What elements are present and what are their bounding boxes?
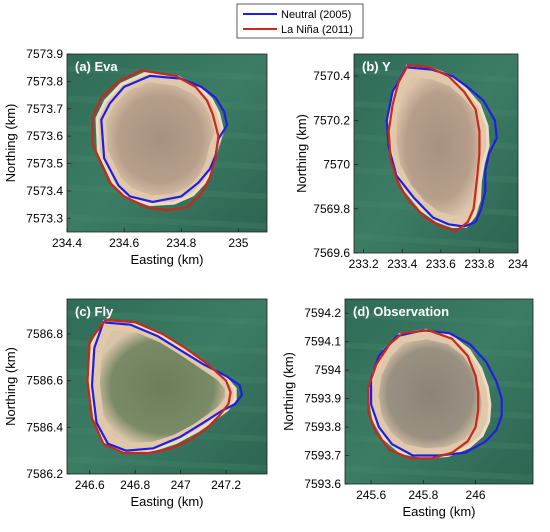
water-texture xyxy=(66,456,268,472)
series-line-neutral xyxy=(370,329,503,457)
x-tick-label: 235 xyxy=(228,236,248,250)
y-tick-label: 7569.6 xyxy=(313,246,350,260)
y-tick-label: 7593.8 xyxy=(304,420,341,434)
x-tick-label: 234 xyxy=(508,257,528,271)
legend-box xyxy=(236,3,364,39)
x-tick-label: 234.4 xyxy=(52,236,82,250)
y-tick-label: 7573.3 xyxy=(26,211,63,225)
axes-frame xyxy=(353,53,519,254)
axes-frame xyxy=(66,298,268,475)
panel-3: (c) Fly 246.6 246.8 247 247.2 7586.2 7586.4 758… xyxy=(3,298,268,509)
y-tick-label: 7570.2 xyxy=(313,113,350,127)
y-tick-label: 7593.6 xyxy=(304,477,341,491)
series-line-lanina xyxy=(86,318,232,455)
y-axis-label: Northing (km) xyxy=(3,347,18,426)
x-axis-label: Easting (km) xyxy=(131,494,204,509)
panel-title: (b) Y xyxy=(362,59,391,74)
island-interior xyxy=(106,82,215,196)
x-tick-label: 245.8 xyxy=(408,488,438,502)
island-interior xyxy=(99,330,225,443)
x-tick-label: 246.6 xyxy=(75,478,105,492)
water-texture xyxy=(66,214,268,230)
x-tick-label: 233.4 xyxy=(387,257,417,271)
y-tick-label: 7573.4 xyxy=(26,184,63,198)
water-texture xyxy=(66,310,268,326)
y-tick-label: 7593.9 xyxy=(304,392,341,406)
x-tick-label: 233.6 xyxy=(426,257,456,271)
x-tick-label: 247.2 xyxy=(211,478,241,492)
island-interior xyxy=(378,339,482,449)
x-tick-label: 234.8 xyxy=(166,236,196,250)
legend: Neutral (2005) La Niña (2011) xyxy=(236,3,364,39)
legend-label-neutral: Neutral (2005) xyxy=(281,9,351,21)
x-tick-label: 233.2 xyxy=(349,257,379,271)
island-interior xyxy=(396,77,482,216)
y-tick-label: 7573.7 xyxy=(26,102,63,116)
legend-label-lanina: La Niña (2011) xyxy=(281,24,353,36)
x-tick-label: 247 xyxy=(171,478,191,492)
y-axis-label: Northing (km) xyxy=(281,352,296,431)
series-line-neutral xyxy=(100,74,229,203)
y-tick-label: 7594 xyxy=(314,363,341,377)
y-tick-label: 7573.9 xyxy=(26,47,63,61)
panel-4: (d) Observation 245.6 245.8 246 7593.6 7593.7… xyxy=(281,298,534,519)
x-tick-label: 246 xyxy=(466,488,486,502)
y-tick-label: 7586.4 xyxy=(26,420,63,434)
y-tick-label: 7594.2 xyxy=(304,306,341,320)
y-tick-label: 7586.2 xyxy=(26,467,63,481)
panel-1: (a) Eva 234.4 234.6 234.8 235 7573.3 7573.4 757… xyxy=(3,47,268,267)
y-axis-label: Northing (km) xyxy=(294,114,309,193)
y-axis-label: Northing (km) xyxy=(3,104,18,183)
axes-frame xyxy=(66,53,268,233)
y-tick-label: 7573.6 xyxy=(26,129,63,143)
y-tick-label: 7573.5 xyxy=(26,157,63,171)
panel-title: (c) Fly xyxy=(75,304,114,319)
y-tick-label: 7593.7 xyxy=(304,449,341,463)
y-tick-label: 7586.8 xyxy=(26,327,63,341)
x-tick-label: 234.6 xyxy=(109,236,139,250)
x-axis-label: Easting (km) xyxy=(131,252,204,267)
x-axis-label: Easting (km) xyxy=(403,504,476,519)
series-line-lanina xyxy=(387,63,481,232)
y-tick-label: 7573.8 xyxy=(26,74,63,88)
panels: (a) Eva 234.4 234.6 234.8 235 7573.3 7573.4 757… xyxy=(3,47,534,519)
y-tick-label: 7594.1 xyxy=(304,335,341,349)
series-line-lanina xyxy=(367,329,480,460)
water-texture xyxy=(353,233,519,250)
water-texture xyxy=(344,465,534,481)
x-tick-label: 233.8 xyxy=(464,257,494,271)
x-tick-label: 245.6 xyxy=(356,488,386,502)
y-tick-label: 7570.4 xyxy=(313,69,350,83)
y-tick-label: 7586.6 xyxy=(26,374,63,388)
panel-title: (d) Observation xyxy=(353,304,449,319)
series-line-neutral xyxy=(90,321,244,452)
series-line-lanina xyxy=(91,69,220,212)
y-tick-label: 7570 xyxy=(323,158,350,172)
water-texture xyxy=(66,65,268,81)
axes-frame xyxy=(344,298,534,485)
y-tick-label: 7569.8 xyxy=(313,202,350,216)
x-tick-label: 246.8 xyxy=(120,478,150,492)
panel-title: (a) Eva xyxy=(75,59,118,74)
panel-2: (b) Y 233.2 233.4 233.6 233.8 234 7569.6 7569.8… xyxy=(294,53,528,271)
water-texture xyxy=(344,311,534,327)
